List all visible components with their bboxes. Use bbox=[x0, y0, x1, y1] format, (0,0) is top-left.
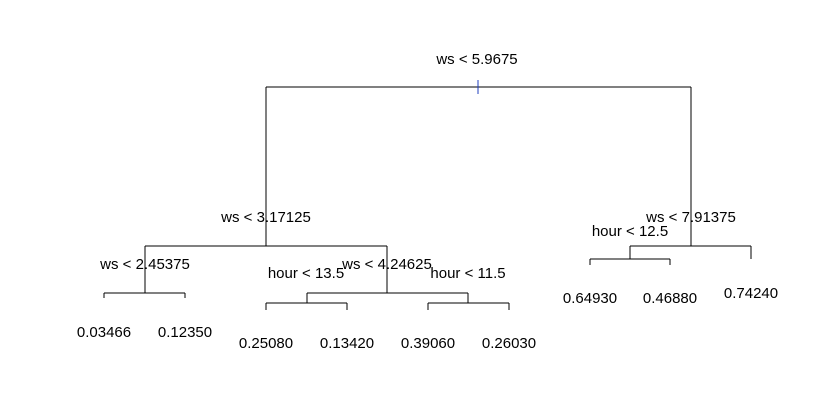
split-label-right: ws < 7.91375 bbox=[645, 209, 736, 226]
hour-13-5-branch bbox=[265, 302, 348, 310]
leaf-value-8: 0.46880 bbox=[643, 290, 697, 307]
split-label-left-right: ws < 4.24625 bbox=[341, 256, 432, 273]
leaf-value-7: 0.64930 bbox=[563, 290, 617, 307]
leaf-value-5: 0.39060 bbox=[401, 335, 455, 352]
split-label-right-left: hour < 12.5 bbox=[592, 223, 668, 240]
leaf-value-9: 0.74240 bbox=[724, 285, 778, 302]
leaf-value-6: 0.26030 bbox=[482, 335, 536, 352]
left-right-branch bbox=[306, 292, 469, 303]
hour-12-5-branch bbox=[589, 258, 671, 265]
split-label-left-left: ws < 2.45375 bbox=[99, 256, 190, 273]
left-branch bbox=[144, 245, 388, 293]
leaf-value-2: 0.12350 bbox=[158, 324, 212, 341]
left-left-branch bbox=[103, 292, 186, 298]
hour-11-5-branch bbox=[427, 302, 510, 310]
leaf-value-3: 0.25080 bbox=[239, 335, 293, 352]
split-label-left-right-left: hour < 13.5 bbox=[268, 265, 344, 282]
split-label-left: ws < 3.17125 bbox=[220, 209, 311, 226]
leaf-value-4: 0.13420 bbox=[320, 335, 374, 352]
root-branch bbox=[265, 80, 692, 246]
split-label-root: ws < 5.9675 bbox=[435, 51, 517, 68]
right-branch bbox=[629, 245, 752, 259]
leaf-value-1: 0.03466 bbox=[77, 324, 131, 341]
split-label-left-right-right: hour < 11.5 bbox=[430, 265, 505, 282]
